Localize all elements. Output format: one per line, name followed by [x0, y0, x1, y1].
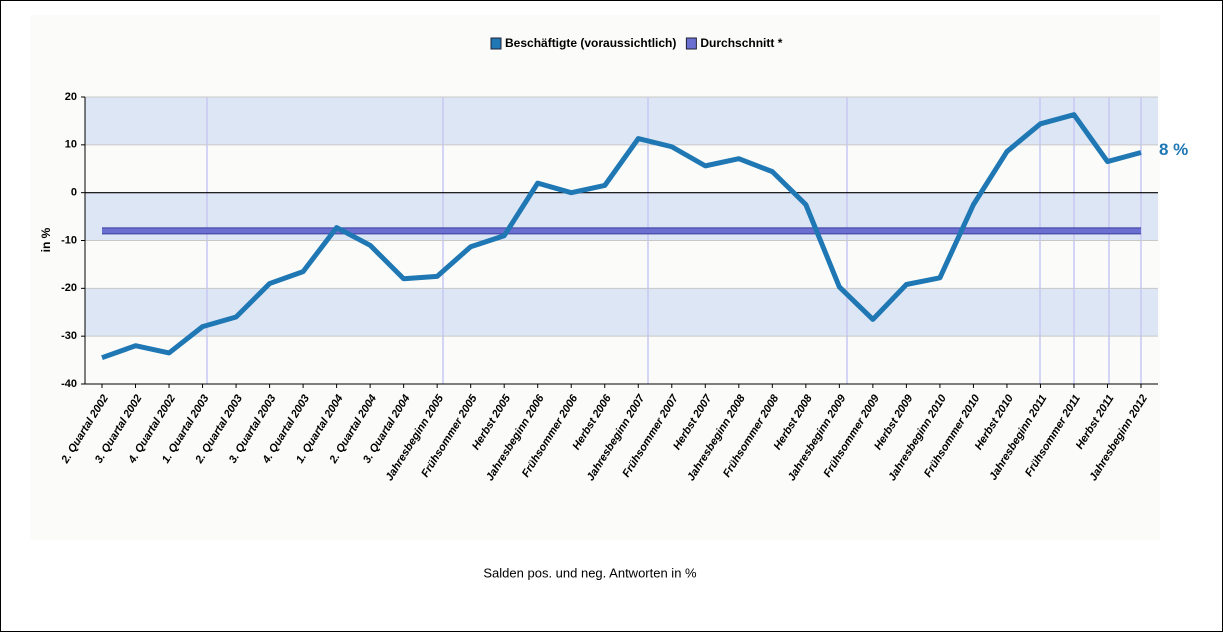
caption: Salden pos. und neg. Antworten in %: [483, 565, 697, 580]
legend-swatch: [490, 37, 502, 50]
legend-label: Durchschnitt *: [700, 36, 782, 50]
bands: [85, 97, 1158, 337]
series-line: [101, 112, 1142, 361]
y-tick-label: 10: [65, 139, 77, 151]
legend-label: Beschäftigte (voraussichtlich): [505, 36, 676, 50]
y-axis-label: in %: [39, 227, 53, 252]
y-tick-label: 20: [65, 91, 77, 103]
data-label: 8 %: [1159, 140, 1188, 159]
y-tick-label: 0: [71, 187, 77, 199]
y-tick-label: -10: [61, 234, 77, 246]
y-tick-label: -20: [61, 282, 77, 294]
y-tick-label: -40: [61, 378, 77, 390]
y-tick-label: -30: [61, 330, 77, 342]
legend-swatch: [685, 37, 697, 50]
band: [85, 288, 1158, 337]
band: [85, 97, 1158, 145]
